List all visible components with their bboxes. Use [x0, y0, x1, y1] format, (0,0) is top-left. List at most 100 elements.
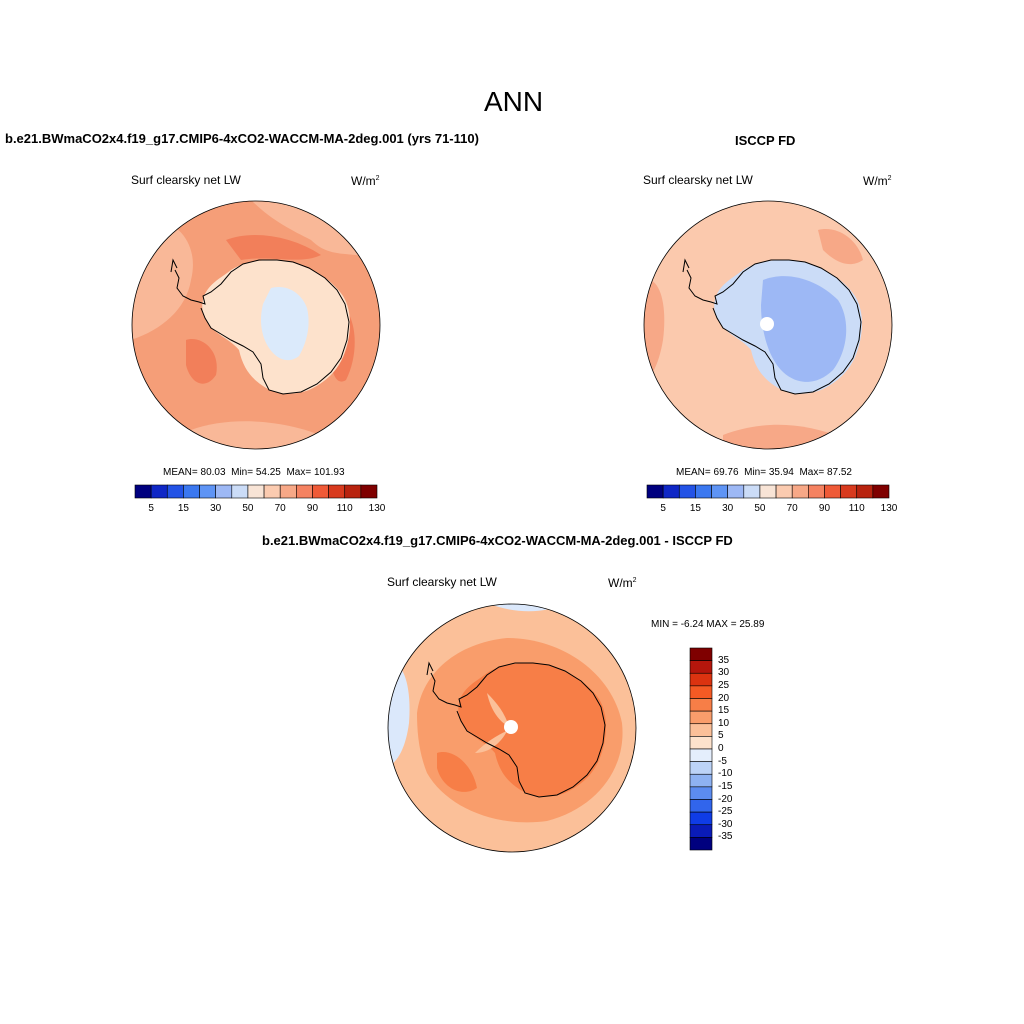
colorbar-tick-label: -35: [718, 831, 733, 843]
colorbar-tick-label: 30: [210, 503, 222, 514]
colorbar-tick-label: 130: [368, 503, 386, 514]
colorbar-tick-label: 90: [818, 503, 831, 514]
light-streak-2: [475, 731, 507, 753]
pole-hole: [504, 720, 518, 734]
colorbar-swatch: [689, 761, 713, 775]
colorbar-tick-label: 130: [880, 503, 898, 514]
colorbar-swatch: [824, 484, 841, 499]
colorbar-tick-label: 50: [754, 503, 766, 514]
colorbar-tick-label: 110: [336, 503, 353, 514]
colorbar-tick-label: 110: [848, 503, 865, 514]
colorbar-swatch: [689, 710, 713, 725]
obs-polar-map: [643, 200, 893, 450]
colorbar-tick-label: -30: [718, 818, 733, 830]
colorbar-swatch: [775, 484, 793, 499]
colorbar-swatch: [344, 484, 362, 499]
colorbar-swatch: [689, 748, 713, 762]
colorbar-swatch: [689, 685, 713, 699]
colorbar-swatch: [199, 484, 216, 499]
obs-panel-title: ISCCP FD: [735, 133, 796, 148]
colorbar-swatch: [183, 484, 200, 499]
colorbar-tick-label: 90: [306, 503, 319, 514]
colorbar-swatch: [134, 484, 152, 499]
model-colorbar: [134, 484, 378, 499]
colorbar-swatch: [662, 484, 680, 499]
antarctic-core: [761, 276, 847, 382]
coastline: [682, 258, 862, 395]
colorbar-tick-label: 30: [722, 503, 734, 514]
colorbar-tick-label: 70: [274, 503, 286, 514]
model-polar-map: [131, 200, 381, 450]
colorbar-tick-label: -10: [718, 768, 733, 780]
obs-colorbar: [646, 484, 890, 499]
colorbar-swatch: [689, 736, 713, 750]
coastline: [170, 258, 350, 395]
colorbar-swatch: [678, 484, 696, 499]
colorbar-swatch: [247, 484, 265, 499]
colorbar-tick-label: 5: [660, 503, 666, 514]
season-title: ANN: [484, 86, 544, 117]
obs-variable-label: Surf clearsky net LW: [643, 173, 753, 187]
ocean-warm-patch-w: [186, 339, 217, 384]
colorbar-tick-label: 5: [718, 730, 724, 742]
colorbar-swatch: [360, 484, 378, 499]
model-stats: MEAN= 80.03 Min= 54.25 Max= 101.93: [163, 467, 345, 478]
colorbar-swatch: [689, 786, 713, 800]
diff-panel-title: b.e21.BWmaCO2x4.f19_g17.CMIP6-4xCO2-WACC…: [262, 533, 733, 548]
colorbar-tick-label: 50: [242, 503, 254, 514]
model-panel-title: b.e21.BWmaCO2x4.f19_g17.CMIP6-4xCO2-WACC…: [5, 131, 479, 146]
colorbar-tick-label: 25: [718, 679, 730, 691]
obs-units-label: W/m2: [863, 174, 892, 188]
colorbar-swatch: [689, 824, 713, 838]
colorbar-swatch: [695, 484, 712, 499]
colorbar-swatch: [296, 484, 313, 499]
colorbar-swatch: [727, 484, 745, 499]
ocean-warm-patch-n: [226, 235, 321, 260]
colorbar-swatch: [872, 484, 890, 499]
colorbar-swatch: [759, 484, 777, 499]
colorbar-swatch: [231, 484, 249, 499]
colorbar-swatch: [689, 811, 713, 826]
colorbar-swatch: [150, 484, 168, 499]
colorbar-tick-label: 15: [689, 503, 701, 514]
colorbar-swatch: [689, 660, 713, 674]
colorbar-swatch: [263, 484, 281, 499]
colorbar-swatch: [743, 484, 761, 499]
colorbar-tick-label: 30: [718, 667, 730, 679]
colorbar-swatch: [840, 484, 858, 499]
model-variable-label: Surf clearsky net LW: [131, 173, 241, 187]
colorbar-swatch: [711, 484, 728, 499]
colorbar-tick-label: -20: [718, 793, 733, 805]
colorbar-tick-label: 5: [148, 503, 154, 514]
colorbar-tick-label: 70: [786, 503, 798, 514]
colorbar-swatch: [808, 484, 825, 499]
colorbar-swatch: [312, 484, 329, 499]
colorbar-swatch: [689, 799, 713, 813]
colorbar-swatch: [279, 484, 297, 499]
antarctic-field: [458, 663, 606, 797]
model-colorbar-ticks: 5 15 30 50 70 90 110 130: [135, 503, 385, 515]
diff-minmax-label: MIN = -6.24 MAX = 25.89: [651, 619, 765, 630]
colorbar-tick-label: -5: [718, 755, 727, 767]
model-units-label: W/m2: [351, 174, 380, 188]
colorbar-swatch: [689, 837, 713, 851]
ocean-warm-patch-ne: [818, 229, 863, 265]
colorbar-tick-label: -25: [718, 806, 733, 818]
colorbar-swatch: [166, 484, 184, 499]
diff-variable-label: Surf clearsky net LW: [387, 575, 497, 589]
pole-hole: [760, 317, 774, 331]
colorbar-tick-label: 20: [718, 692, 730, 704]
colorbar-tick-label: 15: [718, 705, 730, 717]
colorbar-swatch: [328, 484, 346, 499]
colorbar-swatch: [689, 672, 713, 687]
colorbar-tick-label: -15: [718, 780, 733, 792]
diff-units-label: W/m2: [608, 576, 637, 590]
colorbar-swatch: [856, 484, 874, 499]
colorbar-tick-label: 0: [718, 743, 724, 754]
light-streak-1: [487, 693, 509, 727]
obs-stats: MEAN= 69.76 Min= 35.94 Max= 87.52: [676, 467, 852, 478]
colorbar-swatch: [689, 647, 713, 661]
antarctic-core: [261, 286, 309, 361]
colorbar-swatch: [689, 773, 713, 788]
diff-colorbar-ticks: 35 30 25 20 15 10 5 0 -5 -10 -15 -20 -25 -30 -35: [718, 648, 758, 850]
